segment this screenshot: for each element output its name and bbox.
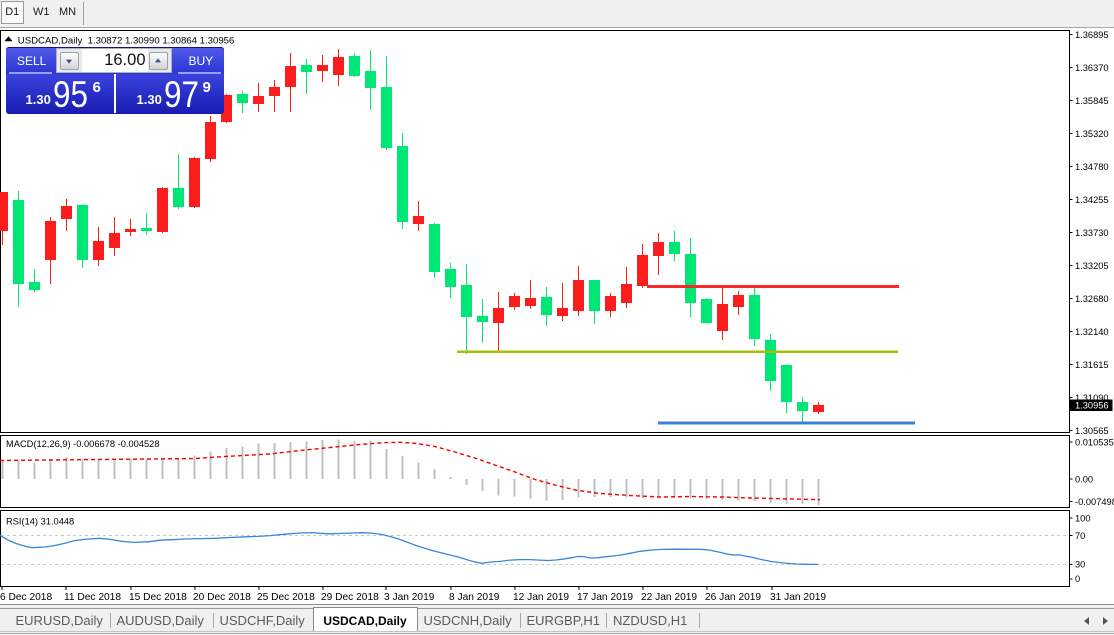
svg-text:6 Dec 2018: 6 Dec 2018 [0,592,52,603]
svg-text:100: 100 [1075,513,1091,523]
svg-text:31 Jan 2019: 31 Jan 2019 [770,592,826,603]
svg-text:USDCAD,Daily 1.30872 1.30990: USDCAD,Daily 1.30872 1.30990 1.30864 1.3… [18,35,235,46]
svg-text:1.33205: 1.33205 [1075,261,1109,271]
svg-text:1.33730: 1.33730 [1075,228,1109,238]
svg-text:1.36895: 1.36895 [1075,30,1109,40]
svg-text:1.35845: 1.35845 [1075,96,1109,106]
svg-text:20 Dec 2018: 20 Dec 2018 [193,592,251,603]
svg-text:26 Jan 2019: 26 Jan 2019 [705,592,761,603]
svg-text:11 Dec 2018: 11 Dec 2018 [64,592,121,603]
svg-text:0: 0 [1075,574,1080,584]
svg-text:1.30956: 1.30956 [1075,401,1109,411]
svg-text:-0.007498: -0.007498 [1075,497,1114,507]
svg-text:3 Jan 2019: 3 Jan 2019 [384,592,435,603]
svg-text:1.30565: 1.30565 [1075,426,1109,436]
svg-text:0.00: 0.00 [1075,474,1093,484]
svg-text:1.31090: 1.31090 [1075,393,1109,403]
svg-text:12 Jan 2019: 12 Jan 2019 [513,592,569,603]
svg-text:1.32680: 1.32680 [1075,294,1109,304]
svg-text:MACD(12,26,9) -0.006678 -0.004: MACD(12,26,9) -0.006678 -0.004528 [6,439,160,449]
svg-text:0.010535: 0.010535 [1075,437,1114,447]
svg-text:1.36370: 1.36370 [1075,63,1109,73]
svg-text:8 Jan 2019: 8 Jan 2019 [449,592,500,603]
svg-text:RSI(14) 31.0448: RSI(14) 31.0448 [6,517,74,527]
svg-text:1.31615: 1.31615 [1075,360,1109,370]
svg-text:22 Jan 2019: 22 Jan 2019 [641,592,697,603]
svg-text:1.34780: 1.34780 [1075,162,1109,172]
svg-text:30: 30 [1075,560,1085,570]
svg-text:70: 70 [1075,531,1085,541]
svg-text:29 Dec 2018: 29 Dec 2018 [321,592,379,603]
svg-text:1.34255: 1.34255 [1075,195,1109,205]
svg-text:25 Dec 2018: 25 Dec 2018 [257,592,315,603]
svg-text:17 Jan 2019: 17 Jan 2019 [577,592,633,603]
svg-text:1.35320: 1.35320 [1075,129,1109,139]
svg-text:1.32140: 1.32140 [1075,327,1109,337]
svg-text:15 Dec 2018: 15 Dec 2018 [129,592,187,603]
